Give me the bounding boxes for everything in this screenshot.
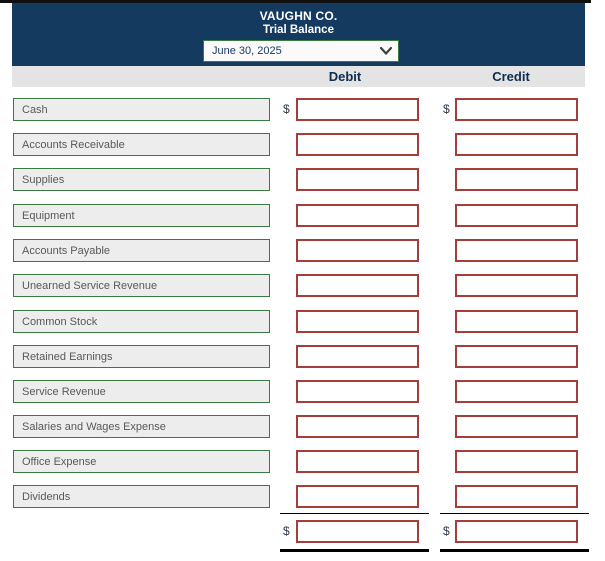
debit-input[interactable] bbox=[296, 98, 419, 121]
table-row: Office Expense bbox=[0, 450, 605, 473]
credit-input[interactable] bbox=[455, 415, 578, 438]
account-label: Equipment bbox=[22, 209, 75, 222]
account-label: Retained Earnings bbox=[22, 350, 113, 363]
account-label-box: Office Expense bbox=[13, 450, 270, 473]
report-masthead: VAUGHN CO. Trial Balance June 30, 2025 bbox=[12, 3, 585, 66]
total-credit-dollar-sign: $ bbox=[443, 524, 450, 538]
column-header-bar: Debit Credit bbox=[12, 66, 585, 87]
account-label-box: Retained Earnings bbox=[13, 345, 270, 368]
total-debit-input[interactable] bbox=[296, 520, 419, 543]
credit-input[interactable] bbox=[455, 380, 578, 403]
account-label: Common Stock bbox=[22, 315, 98, 328]
table-row: Service Revenue bbox=[0, 380, 605, 403]
date-select[interactable]: June 30, 2025 bbox=[203, 40, 399, 62]
account-label: Accounts Receivable bbox=[22, 138, 125, 151]
account-label-box: Supplies bbox=[13, 168, 270, 191]
company-name: VAUGHN CO. bbox=[259, 9, 338, 23]
table-row: Accounts Payable bbox=[0, 239, 605, 262]
debit-input[interactable] bbox=[296, 380, 419, 403]
debit-input[interactable] bbox=[296, 133, 419, 156]
account-label: Accounts Payable bbox=[22, 244, 111, 257]
debit-double-rule bbox=[280, 549, 429, 552]
account-label: Service Revenue bbox=[22, 385, 106, 398]
credit-input[interactable] bbox=[455, 310, 578, 333]
account-label-box: Common Stock bbox=[13, 310, 270, 333]
account-label-box: Service Revenue bbox=[13, 380, 270, 403]
table-row: Retained Earnings bbox=[0, 345, 605, 368]
credit-input[interactable] bbox=[455, 485, 578, 508]
debit-input[interactable] bbox=[296, 450, 419, 473]
debit-input[interactable] bbox=[296, 345, 419, 368]
debit-single-rule bbox=[280, 513, 429, 514]
table-row: Cash $ $ bbox=[0, 98, 605, 121]
debit-input[interactable] bbox=[296, 239, 419, 262]
debit-input[interactable] bbox=[296, 168, 419, 191]
table-row: Unearned Service Revenue bbox=[0, 274, 605, 297]
credit-single-rule bbox=[440, 513, 589, 514]
account-label: Cash bbox=[22, 103, 48, 116]
top-border bbox=[0, 0, 591, 3]
total-credit-input[interactable] bbox=[455, 520, 578, 543]
account-label-box: Salaries and Wages Expense bbox=[13, 415, 270, 438]
account-label: Office Expense bbox=[22, 455, 97, 468]
debit-input[interactable] bbox=[296, 415, 419, 438]
credit-input[interactable] bbox=[455, 133, 578, 156]
table-row: Supplies bbox=[0, 168, 605, 191]
account-label-box: Cash bbox=[13, 98, 270, 121]
account-label-box: Accounts Payable bbox=[13, 239, 270, 262]
table-row: Equipment bbox=[0, 204, 605, 227]
account-label-box: Equipment bbox=[13, 204, 270, 227]
credit-input[interactable] bbox=[455, 274, 578, 297]
account-label-box: Accounts Receivable bbox=[13, 133, 270, 156]
date-select-wrap: June 30, 2025 bbox=[203, 40, 399, 62]
totals-row: $ $ bbox=[0, 520, 605, 543]
credit-input[interactable] bbox=[455, 345, 578, 368]
report-title: Trial Balance bbox=[263, 24, 334, 36]
account-label-box: Dividends bbox=[13, 485, 270, 508]
account-label: Dividends bbox=[22, 490, 71, 503]
credit-dollar-sign: $ bbox=[443, 102, 450, 116]
account-label-box: Unearned Service Revenue bbox=[13, 274, 270, 297]
credit-input[interactable] bbox=[455, 239, 578, 262]
credit-double-rule bbox=[440, 549, 589, 552]
credit-input[interactable] bbox=[455, 168, 578, 191]
credit-input[interactable] bbox=[455, 98, 578, 121]
debit-input[interactable] bbox=[296, 274, 419, 297]
table-row: Salaries and Wages Expense bbox=[0, 415, 605, 438]
debit-input[interactable] bbox=[296, 310, 419, 333]
table-row: Dividends bbox=[0, 485, 605, 508]
debit-column-header: Debit bbox=[328, 69, 362, 84]
credit-column-header: Credit bbox=[492, 69, 530, 84]
table-row: Accounts Receivable bbox=[0, 133, 605, 156]
credit-input[interactable] bbox=[455, 204, 578, 227]
account-label: Salaries and Wages Expense bbox=[22, 420, 166, 433]
debit-dollar-sign: $ bbox=[283, 102, 290, 116]
debit-input[interactable] bbox=[296, 204, 419, 227]
account-label: Unearned Service Revenue bbox=[22, 279, 158, 292]
credit-input[interactable] bbox=[455, 450, 578, 473]
account-label: Supplies bbox=[22, 173, 65, 186]
table-row: Common Stock bbox=[0, 310, 605, 333]
debit-input[interactable] bbox=[296, 485, 419, 508]
total-debit-dollar-sign: $ bbox=[283, 524, 290, 538]
